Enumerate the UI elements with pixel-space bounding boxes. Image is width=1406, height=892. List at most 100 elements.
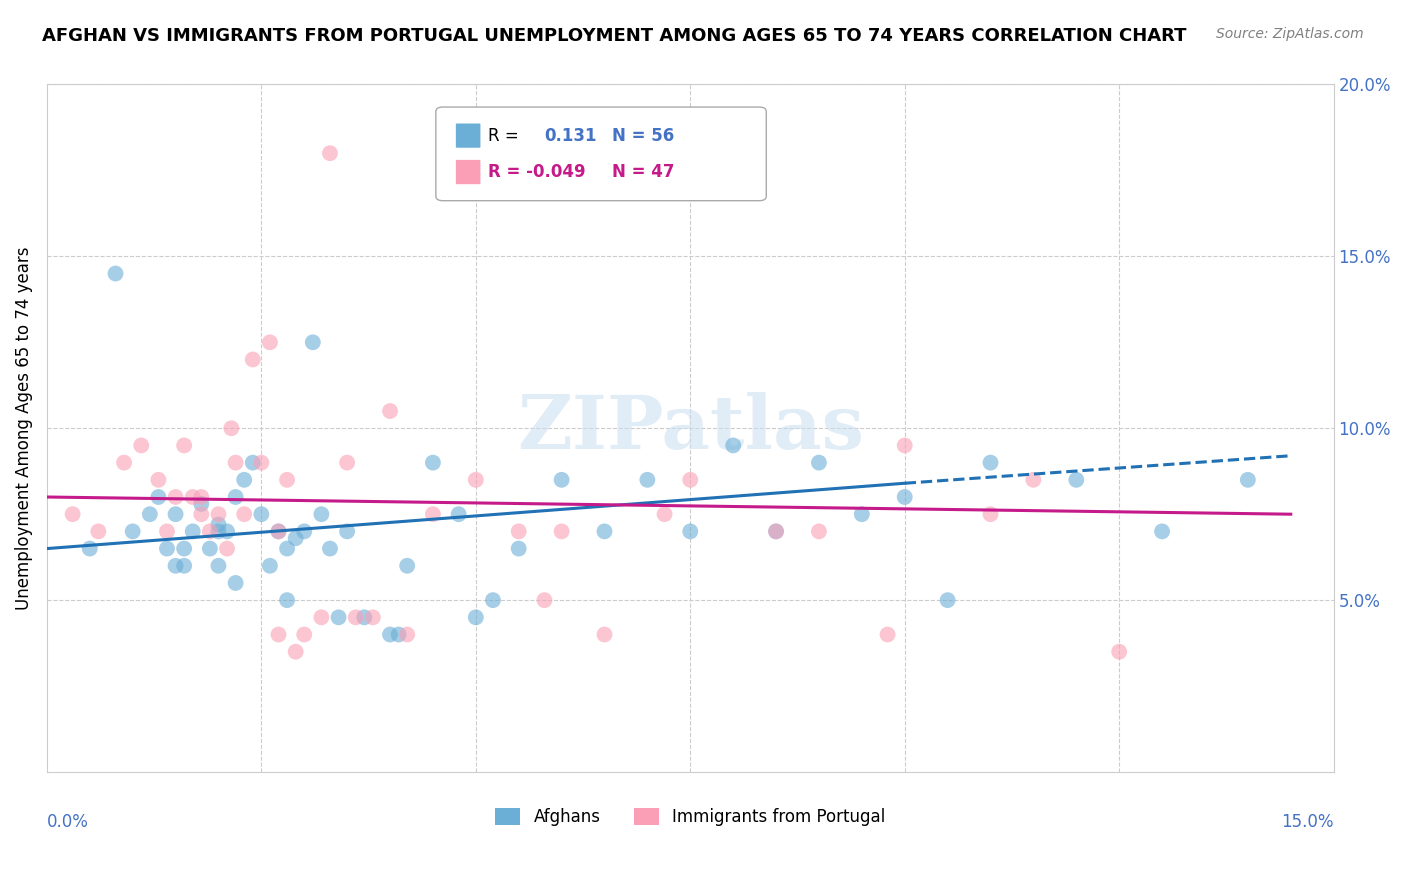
Point <box>62 507 84 521</box>
Point <box>679 473 702 487</box>
Point <box>79 541 101 556</box>
Point <box>156 524 179 539</box>
Point <box>301 335 323 350</box>
Point <box>311 610 333 624</box>
Point <box>679 524 702 539</box>
Point <box>422 507 444 521</box>
Text: R = -0.049: R = -0.049 <box>488 163 585 181</box>
Point <box>851 507 873 521</box>
Point <box>533 593 555 607</box>
Point <box>876 627 898 641</box>
Point <box>242 352 264 367</box>
Point <box>121 524 143 539</box>
Point <box>267 627 290 641</box>
Point <box>344 610 367 624</box>
Point <box>284 645 307 659</box>
Point <box>87 524 110 539</box>
Point <box>276 473 298 487</box>
Point <box>259 558 281 573</box>
Point <box>508 541 530 556</box>
Point <box>198 541 221 556</box>
Point <box>353 610 375 624</box>
Text: N = 47: N = 47 <box>612 163 673 181</box>
Text: Source: ZipAtlas.com: Source: ZipAtlas.com <box>1216 27 1364 41</box>
Point <box>207 558 229 573</box>
Point <box>765 524 787 539</box>
Text: R =: R = <box>488 127 519 145</box>
Point <box>422 456 444 470</box>
Point <box>464 473 486 487</box>
Point <box>156 541 179 556</box>
Point <box>1022 473 1045 487</box>
Point <box>165 490 187 504</box>
Point <box>936 593 959 607</box>
Point <box>148 473 170 487</box>
Point <box>207 524 229 539</box>
Legend: Afghans, Immigrants from Portugal: Afghans, Immigrants from Portugal <box>488 801 891 832</box>
Point <box>129 438 152 452</box>
Point <box>112 456 135 470</box>
Point <box>225 576 247 591</box>
Y-axis label: Unemployment Among Ages 65 to 74 years: Unemployment Among Ages 65 to 74 years <box>15 246 32 610</box>
Point <box>173 558 195 573</box>
Point <box>225 456 247 470</box>
Point <box>336 456 359 470</box>
Point <box>292 524 315 539</box>
Point <box>311 507 333 521</box>
Point <box>267 524 290 539</box>
Point <box>979 507 1001 521</box>
Point <box>550 473 572 487</box>
Point <box>550 524 572 539</box>
Point <box>233 473 256 487</box>
Point <box>387 627 409 641</box>
Point <box>336 524 359 539</box>
Point <box>361 610 384 624</box>
Point <box>259 335 281 350</box>
Text: 0.0%: 0.0% <box>46 814 89 831</box>
Point <box>378 404 401 418</box>
Point <box>165 558 187 573</box>
Point <box>721 438 744 452</box>
Point <box>250 507 273 521</box>
Point <box>225 490 247 504</box>
Point <box>221 421 243 435</box>
Point <box>1237 473 1260 487</box>
Point <box>1064 473 1087 487</box>
Point <box>104 267 127 281</box>
Point <box>765 524 787 539</box>
Point <box>276 593 298 607</box>
Point <box>292 627 315 641</box>
Point <box>378 627 401 641</box>
Point <box>190 497 212 511</box>
Point <box>1152 524 1174 539</box>
Point <box>139 507 162 521</box>
Point <box>464 610 486 624</box>
Point <box>396 558 419 573</box>
Point <box>482 593 505 607</box>
Text: AFGHAN VS IMMIGRANTS FROM PORTUGAL UNEMPLOYMENT AMONG AGES 65 TO 74 YEARS CORREL: AFGHAN VS IMMIGRANTS FROM PORTUGAL UNEMP… <box>42 27 1187 45</box>
Text: ZIPatlas: ZIPatlas <box>517 392 863 465</box>
Point <box>654 507 676 521</box>
Point <box>284 531 307 545</box>
Point <box>807 524 830 539</box>
Point <box>319 541 342 556</box>
Point <box>181 490 204 504</box>
Point <box>190 490 212 504</box>
Point <box>267 524 290 539</box>
Point <box>165 507 187 521</box>
Point <box>593 524 616 539</box>
Point <box>893 438 915 452</box>
Point <box>979 456 1001 470</box>
Point <box>893 490 915 504</box>
Point <box>242 456 264 470</box>
Point <box>198 524 221 539</box>
Point <box>508 524 530 539</box>
Point <box>233 507 256 521</box>
Point <box>215 541 238 556</box>
Point <box>173 541 195 556</box>
Point <box>636 473 658 487</box>
Point <box>250 456 273 470</box>
Point <box>319 146 342 161</box>
Point <box>396 627 419 641</box>
Point <box>328 610 350 624</box>
